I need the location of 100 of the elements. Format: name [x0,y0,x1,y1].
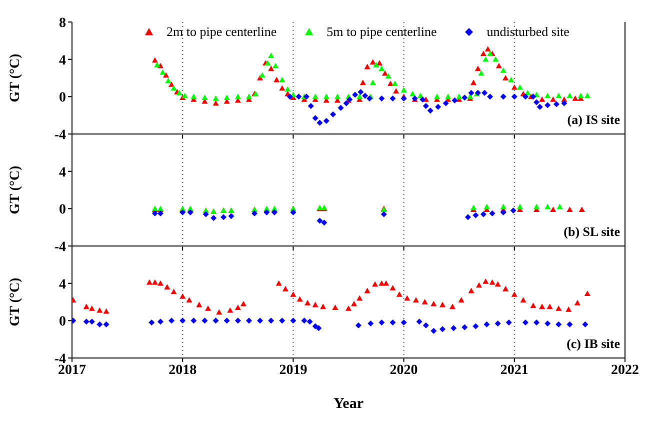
point [539,304,546,310]
point [301,318,308,324]
point [168,318,175,324]
point [251,210,258,216]
point [334,94,340,100]
y-tick-label: 0 [59,202,66,218]
point [544,102,551,108]
point [320,304,326,310]
point [290,318,296,324]
point [566,206,573,212]
point [556,321,562,328]
point [343,100,350,106]
point [240,300,246,306]
y-tick-label: -4 [54,240,66,255]
point [259,72,266,78]
point [373,62,380,68]
y-tick-label: 0 [59,90,66,106]
point [502,286,509,292]
point [152,57,158,63]
point [400,96,407,102]
legend-label: 5m to pipe centerline [326,24,437,40]
point [170,85,177,91]
x-axis-title: Year [334,396,364,412]
point [290,209,296,216]
y-axis-title: GT (°C) [8,277,23,326]
point [449,304,456,310]
point [165,78,172,84]
point [362,92,368,99]
point [556,92,562,98]
point [500,94,506,100]
point [83,318,90,325]
point [224,94,230,100]
y-tick-label: 4 [59,165,66,180]
point [83,304,90,310]
point [430,300,437,306]
point [511,84,518,90]
point [462,94,468,101]
point [234,304,241,310]
point [480,211,486,218]
point [482,278,489,284]
point [530,302,536,308]
point [316,120,323,126]
point [160,69,166,75]
point [170,288,177,294]
point [257,318,264,324]
point [510,208,516,214]
point [103,321,110,328]
point [351,300,358,306]
point [578,92,584,98]
point [282,286,288,292]
point [472,212,479,218]
y-tick-label: 4 [59,53,66,68]
point [584,290,590,296]
point [370,80,376,86]
point [578,206,585,212]
point [511,292,518,297]
point [572,96,578,101]
point [190,318,197,324]
point [478,70,484,76]
point [96,307,103,313]
point [393,88,400,94]
point [420,96,426,102]
x-tick-label: 2018 [168,362,197,378]
point [582,321,588,328]
point [234,318,241,324]
point [502,75,509,80]
point [522,94,528,100]
point [148,320,155,326]
point [484,46,491,52]
point [440,302,446,308]
y-tick-label: 8 [59,16,66,31]
point [312,94,318,100]
point [366,96,373,102]
point [296,296,303,302]
point [202,211,209,218]
point [484,321,490,328]
point [496,62,502,68]
point [224,318,230,324]
point [442,100,449,106]
point [489,279,496,285]
point [500,209,506,216]
point [210,215,217,221]
point [550,206,556,212]
point [332,304,338,310]
point [323,94,330,100]
point [480,50,486,56]
point [355,322,362,328]
point [272,62,279,68]
point [508,76,514,82]
point [530,94,536,100]
point [279,85,286,91]
point [435,104,442,110]
point [152,279,158,285]
point [271,209,278,216]
point [494,281,501,287]
point [468,288,474,294]
point [534,204,540,210]
point [330,111,336,118]
point [274,76,280,82]
point [152,210,158,216]
